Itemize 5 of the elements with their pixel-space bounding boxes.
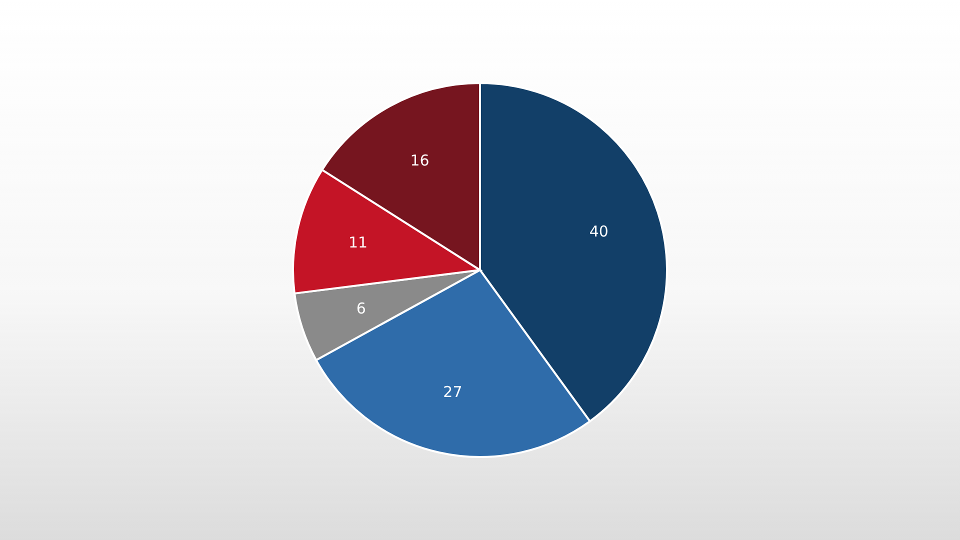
data-label: 16	[410, 151, 430, 170]
data-label: 11	[348, 234, 368, 252]
data-label: 40	[589, 222, 608, 240]
data-label: 27	[443, 382, 462, 401]
data-label: 6	[356, 300, 366, 318]
